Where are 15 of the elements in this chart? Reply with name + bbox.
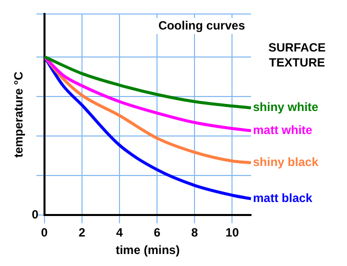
x-tick-label: 10: [226, 226, 240, 240]
x-tick-label: 6: [154, 226, 161, 240]
series-label: matt black: [253, 191, 313, 206]
x-tick-label: 4: [116, 226, 124, 240]
x-tick-label: 0: [41, 226, 48, 240]
y-axis-title: temperature °C: [12, 71, 26, 158]
series-label: matt white: [253, 122, 313, 137]
series-label: shiny white: [253, 100, 319, 114]
text: 0: [32, 208, 39, 222]
x-axis-title: time (mins): [116, 243, 180, 258]
x-tick-label: 8: [191, 226, 198, 240]
chart-title: Cooling curves: [158, 18, 246, 32]
series-label: shiny black: [253, 155, 319, 170]
legend-title: SURFACE TEXTURE: [268, 40, 326, 70]
x-tick-label: 2: [78, 226, 86, 240]
